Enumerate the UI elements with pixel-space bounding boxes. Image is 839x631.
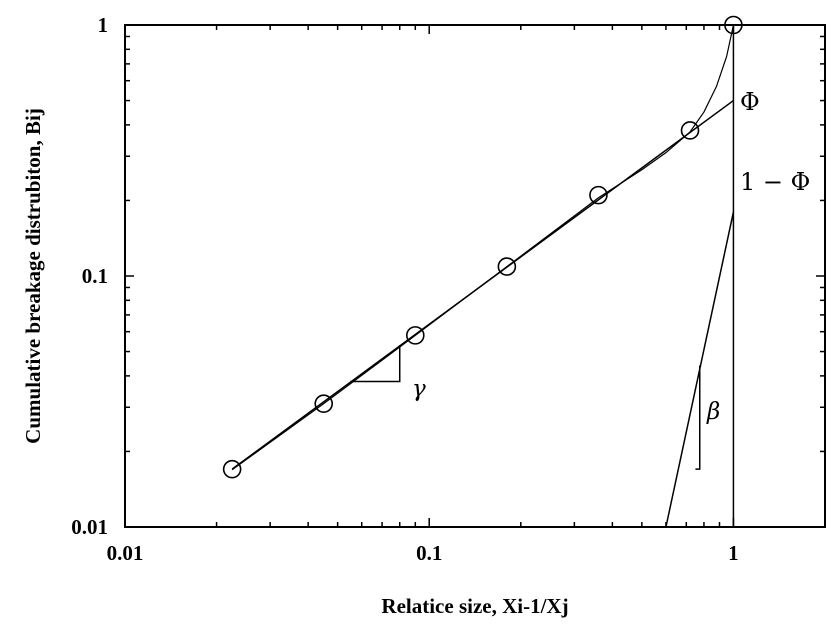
x-axis-title: Relatice size, Xi-1/Xj	[381, 594, 568, 618]
tick-labels: 0.01 0.1 1 0.01 0.1 1	[71, 13, 738, 565]
y-tick-label: 0.01	[71, 515, 108, 539]
data-point	[222, 459, 242, 479]
x-tick-label: 0.01	[107, 541, 144, 565]
data-point	[405, 326, 425, 345]
data-points	[222, 15, 743, 479]
phi-annotation: Φ	[740, 88, 760, 116]
gamma-annotation: γ	[412, 376, 426, 402]
y-axis-title: Cumulative breakage distrubiton, Bij	[21, 108, 45, 444]
breakage-fit-curve	[231, 24, 735, 471]
y-tick-label: 0.1	[82, 264, 108, 288]
y-tick-label: 1	[98, 13, 109, 37]
beta-annotation: β	[706, 399, 720, 425]
data-point	[589, 185, 608, 205]
data-point	[497, 257, 517, 276]
x-tick-label: 1	[728, 541, 739, 565]
one-minus-phi-annotation: 1 − Φ	[740, 168, 810, 196]
beta-slope-triangle	[695, 365, 701, 470]
data-point	[314, 394, 334, 413]
data-point	[724, 15, 743, 35]
gamma-slope-triangle	[350, 345, 401, 383]
chart-lines	[231, 24, 735, 528]
data-point	[680, 121, 700, 140]
x-tick-label: 0.1	[416, 541, 442, 565]
